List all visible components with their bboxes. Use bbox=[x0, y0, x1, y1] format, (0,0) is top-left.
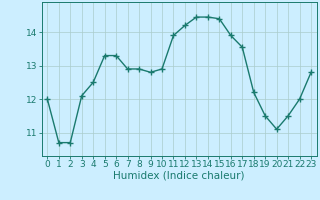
X-axis label: Humidex (Indice chaleur): Humidex (Indice chaleur) bbox=[114, 171, 245, 181]
